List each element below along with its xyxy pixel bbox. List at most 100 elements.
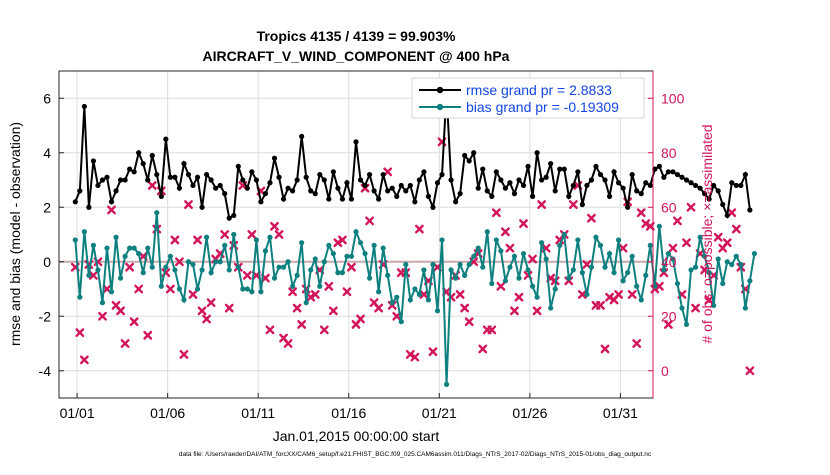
rmse-point [385,188,391,194]
obs-marker [491,208,501,218]
rmse-point [742,171,748,178]
bias-point [575,237,581,243]
bias-point [117,275,124,281]
y-axis-label-right: # of obs: o=possible; ×=assimilated [699,124,715,343]
bias-point [335,270,341,276]
rmse-series [72,90,753,221]
rmse-point [493,169,499,175]
obs-marker [365,216,374,226]
bias-point [647,242,653,248]
bias-point [434,308,441,314]
bias-point [181,297,187,303]
bias-point [430,261,436,268]
bias-point [308,267,314,273]
bias-point [339,270,346,276]
obs-marker [663,320,673,329]
bias-point [511,253,518,259]
bias-point [692,264,699,270]
obs-marker [713,232,723,242]
bias-point [480,264,486,270]
bias-point [353,229,359,235]
rmse-point [543,174,549,180]
rmse-point [620,185,626,191]
obs-marker [627,290,637,299]
bias-point [167,253,173,259]
rmse-point [95,182,101,189]
bias-point [299,240,305,246]
bias-point [326,242,332,248]
obs-marker [184,200,193,209]
bias-point [394,294,400,300]
rmse-point [692,182,699,189]
rmse-point [86,204,92,210]
rmse-point [466,158,472,164]
bias-point [131,245,137,251]
rmse-point [258,199,264,205]
rmse-point [511,191,518,197]
x-tick-label: 01/16 [331,405,366,421]
bias-point [502,278,509,284]
bias-point [407,297,413,303]
obs-marker [242,270,252,280]
bias-point [443,381,450,387]
rmse-point [185,171,192,178]
obs-marker [645,221,655,231]
rmse-point [72,199,78,205]
bias-point [471,253,477,259]
bias-point [276,264,282,270]
rmse-point [108,199,115,205]
rmse-point [738,182,744,189]
bias-point [738,261,744,268]
rmse-point [588,177,595,183]
rmse-point [99,177,106,183]
obs-marker [600,344,610,354]
obs-marker [129,317,139,327]
rmse-point [597,171,604,178]
rmse-point [398,182,404,189]
bias-point [557,242,563,248]
rmse-point [280,196,287,202]
rmse-point [213,185,219,191]
bias-point [366,275,373,281]
rmse-point [647,182,653,189]
bias-point [348,253,355,259]
rmse-point [380,171,386,178]
bias-point [154,210,160,216]
bias-point [108,289,115,295]
y-tick-label-right: 20 [661,308,677,324]
bias-point [548,305,554,311]
bias-point [145,245,151,251]
rmse-point [190,182,196,189]
bias-point [217,259,223,265]
bias-point [688,267,694,273]
rmse-point [462,152,468,159]
rmse-point [285,185,291,191]
bias-point [683,321,690,328]
rmse-point [262,191,269,197]
rmse-point [203,171,210,178]
bias-point [466,261,472,268]
rmse-point [154,171,160,178]
obs-marker [75,328,85,337]
obs-marker [410,352,420,362]
rmse-point [199,204,205,210]
obs-marker [265,325,275,335]
obs-marker [722,238,732,248]
rmse-point [611,169,617,175]
bias-point [271,275,278,281]
x-tick-label: 01/21 [422,405,457,421]
y-tick-label-left: 0 [43,254,51,270]
obs-marker [731,224,741,234]
bias-point [222,242,228,248]
obs-marker [270,221,279,231]
rmse-point [403,188,409,194]
obs-marker [247,230,257,239]
obs-marker [79,355,89,365]
bias-point [136,250,142,257]
bias-point [213,259,219,265]
bias-point [95,267,101,273]
rmse-point [661,174,667,180]
obs-marker [568,200,578,209]
bias-point [453,275,459,281]
rmse-point [575,169,581,175]
